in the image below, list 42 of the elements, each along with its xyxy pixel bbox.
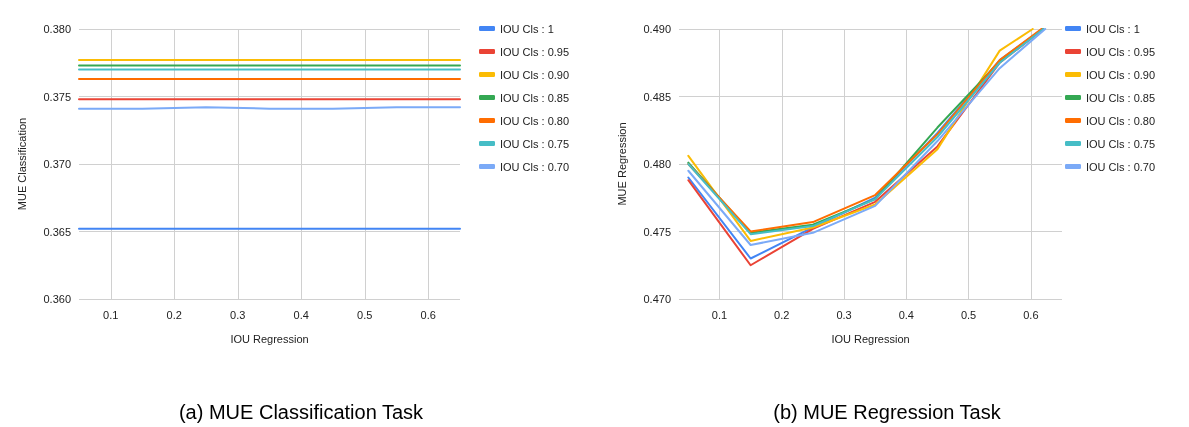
x-tick-label: 0.1 <box>711 308 728 321</box>
legend-label: IOU Cls : 0.75 <box>500 137 570 150</box>
x-axis-title: IOU Regression <box>230 332 309 345</box>
x-tick-label: 0.5 <box>960 308 977 321</box>
x-tick-label: 0.5 <box>357 308 373 321</box>
legend-label: IOU Cls : 1 <box>500 22 554 35</box>
legend-label: IOU Cls : 0.85 <box>1086 91 1156 104</box>
x-tick-label: 0.3 <box>836 308 852 321</box>
legend-label: IOU Cls : 0.80 <box>500 114 570 127</box>
legend-label: IOU Cls : 0.70 <box>500 160 570 173</box>
x-tick-label: 0.2 <box>166 308 182 321</box>
legend-label: IOU Cls : 0.70 <box>1086 160 1156 173</box>
legend-label: IOU Cls : 0.95 <box>500 45 570 58</box>
text: (b) MUE Regression Task <box>773 401 1002 423</box>
x-tick-label: 0.4 <box>898 308 914 321</box>
y-axis-title: MUE Regression <box>615 122 628 206</box>
legend-label: IOU Cls : 1 <box>1086 22 1140 35</box>
legend-label: IOU Cls : 0.90 <box>1086 68 1156 81</box>
legend-label: IOU Cls : 0.90 <box>500 68 570 81</box>
x-tick-label: 0.2 <box>774 308 790 321</box>
y-tick-label: 0.360 <box>43 293 71 305</box>
x-tick-label: 0.6 <box>420 308 436 321</box>
text: (a) MUE Classification Task <box>178 401 425 423</box>
y-tick-label: 0.480 <box>643 158 671 170</box>
x-tick-label: 0.1 <box>103 308 119 321</box>
x-axis-title: IOU Regression <box>831 332 910 345</box>
y-tick-label: 0.485 <box>643 90 671 103</box>
legend-label: IOU Cls : 0.85 <box>500 91 570 104</box>
y-tick-label: 0.380 <box>43 23 71 35</box>
legend-label: IOU Cls : 0.80 <box>1086 114 1156 127</box>
y-axis-title: MUE Classification <box>15 117 28 211</box>
y-tick-label: 0.375 <box>43 90 71 103</box>
y-tick-label: 0.490 <box>643 23 671 35</box>
y-tick-label: 0.470 <box>643 293 671 305</box>
x-tick-label: 0.6 <box>1023 308 1039 321</box>
y-tick-label: 0.370 <box>43 158 71 170</box>
legend-label: IOU Cls : 0.75 <box>1086 137 1156 150</box>
y-tick-label: 0.475 <box>643 225 671 238</box>
legend-label: IOU Cls : 0.95 <box>1086 45 1156 58</box>
x-tick-label: 0.3 <box>230 308 246 321</box>
x-tick-label: 0.4 <box>293 308 309 321</box>
y-tick-label: 0.365 <box>43 225 71 238</box>
